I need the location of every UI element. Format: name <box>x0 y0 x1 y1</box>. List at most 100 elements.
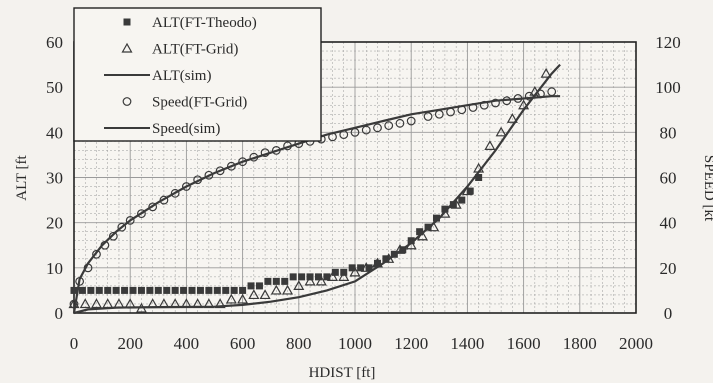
data-point <box>170 188 180 198</box>
data-point <box>87 286 95 294</box>
data-point <box>540 67 552 78</box>
data-point <box>323 273 331 281</box>
y-axis-label: ALT [ft <box>14 154 30 200</box>
data-point <box>281 277 289 285</box>
y-tick-label: 40 <box>46 123 63 142</box>
legend: ALT(FT-Theodo) ALT(FT-Grid) ALT(sim) Speed(… <box>73 7 322 142</box>
data-point <box>506 113 518 123</box>
series-2 <box>73 63 561 315</box>
x-tick-label: 600 <box>230 334 256 353</box>
data-point <box>484 140 496 150</box>
data-point <box>148 202 158 212</box>
legend-label: Speed(FT-Grid) <box>152 95 247 111</box>
y2-tick-label: 20 <box>660 259 677 278</box>
data-point <box>104 286 112 294</box>
data-point <box>238 157 248 167</box>
data-point <box>90 298 103 309</box>
legend-label: Speed(sim) <box>152 121 220 137</box>
data-point <box>304 275 316 286</box>
data-point <box>129 286 137 294</box>
series-3 <box>69 87 557 309</box>
legend-item: ALT(sim) <box>104 68 211 84</box>
x-tick-label: 1000 <box>338 334 372 353</box>
data-point <box>188 286 196 294</box>
data-point <box>255 282 263 290</box>
data-point <box>361 125 371 135</box>
data-point <box>349 266 361 277</box>
y-tick-label: 60 <box>46 33 63 52</box>
legend-swatch <box>121 42 133 53</box>
data-point <box>282 284 294 295</box>
data-point <box>204 170 214 180</box>
x-tick-label: 1400 <box>450 334 484 353</box>
y2-tick-label: 120 <box>655 33 681 52</box>
data-point <box>360 262 372 272</box>
data-point <box>450 198 462 209</box>
data-point <box>270 284 282 295</box>
data-point <box>357 264 365 272</box>
x-tick-label: 1800 <box>563 334 597 353</box>
x-tick-label: 200 <box>117 334 143 353</box>
data-point <box>196 286 204 294</box>
data-point <box>293 280 305 290</box>
data-point <box>491 98 500 108</box>
x-tick-label: 1600 <box>507 334 541 353</box>
data-point <box>171 286 179 294</box>
data-point <box>326 271 339 281</box>
data-point <box>524 91 534 101</box>
y-tick-label: 0 <box>55 304 64 323</box>
data-point <box>146 286 154 294</box>
y2-tick-label: 100 <box>655 78 681 97</box>
y2-tick-label: 40 <box>660 214 677 233</box>
x-tick-label: 1200 <box>394 334 428 353</box>
y-tick-label: 10 <box>46 259 63 278</box>
x-tick-label: 400 <box>174 334 200 353</box>
data-point <box>395 118 405 128</box>
data-point <box>314 273 322 281</box>
data-point <box>112 286 120 294</box>
legend-label: ALT(FT-Grid) <box>152 42 238 58</box>
data-point <box>121 286 129 294</box>
data-point <box>373 259 381 267</box>
data-point <box>298 273 306 281</box>
x-tick-label: 0 <box>70 334 79 353</box>
data-point <box>416 228 424 236</box>
data-point <box>70 286 78 294</box>
data-point <box>95 286 103 294</box>
data-point <box>239 286 247 294</box>
legend-item: Speed(sim) <box>104 121 220 137</box>
series-4 <box>72 95 561 314</box>
x-axis-label: HDIST [ft] <box>309 365 376 381</box>
legend-swatch <box>122 97 132 106</box>
data-point <box>272 277 280 285</box>
legend-item: ALT(FT-Theodo) <box>123 15 257 31</box>
data-point <box>226 161 236 171</box>
tick-labels: 0 200 400 600 800 1000 1200 1400 1600 1800 2000010… <box>46 33 681 353</box>
plot-frame <box>73 41 637 314</box>
y-tick-label: 50 <box>46 78 63 97</box>
data-point <box>406 116 416 126</box>
data-point <box>225 293 237 304</box>
data-point <box>432 214 440 222</box>
legend-label: ALT(sim) <box>152 68 211 84</box>
data-point <box>384 121 394 130</box>
legend-swatch <box>123 18 131 26</box>
data-point <box>264 277 272 285</box>
data-point <box>117 222 127 232</box>
data-point <box>137 286 145 294</box>
data-point <box>125 216 135 225</box>
series-line <box>73 63 561 315</box>
data-point <box>215 166 225 176</box>
data-point <box>259 289 271 300</box>
data-point <box>205 286 213 294</box>
series-line <box>72 95 561 314</box>
data-point <box>289 273 297 281</box>
series-layer <box>68 63 561 315</box>
legend-item: Speed(FT-Grid) <box>122 95 247 111</box>
data-point <box>180 286 188 294</box>
y2-tick-label: 0 <box>664 304 673 323</box>
data-point <box>108 231 118 241</box>
legend-item: ALT(FT-Grid) <box>121 42 238 58</box>
data-point <box>423 112 433 121</box>
data-point <box>237 293 249 304</box>
